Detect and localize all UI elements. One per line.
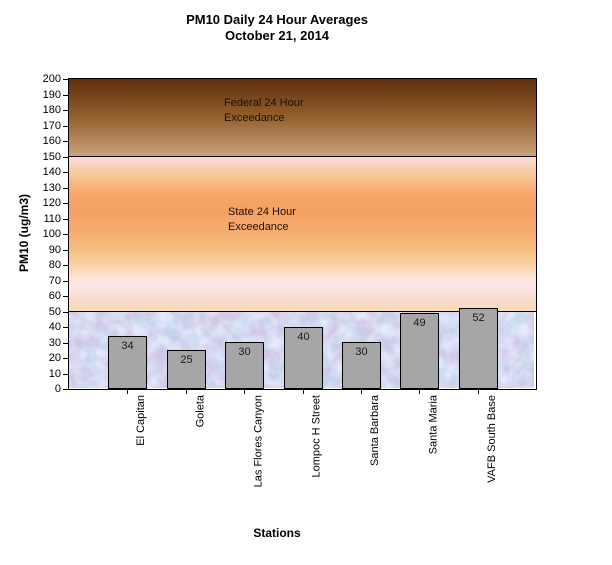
x-category-label-text: El Capitan [135,395,147,446]
y-tick-mark [63,203,68,204]
federal-exceedance-zone [69,79,536,157]
y-tick-label: 20 [48,352,61,364]
y-tick-label: 40 [48,321,61,333]
bar-value-label: 40 [297,331,310,343]
y-tick-label: 80 [48,259,61,271]
state-threshold-line [69,311,536,312]
x-tick-mark [478,390,479,394]
bar-value-label: 25 [180,354,193,366]
y-tick-label: 0 [54,383,61,395]
y-tick-mark [63,343,68,344]
y-tick-mark [63,250,68,251]
bar: 30 [342,342,381,389]
bar-value-label: 52 [472,312,485,324]
y-tick-label: 190 [42,89,61,101]
bar-value-label: 30 [238,346,251,358]
y-tick-mark [63,358,68,359]
federal-threshold-line [69,156,536,157]
y-tick-label: 30 [48,337,61,349]
y-tick-mark [63,157,68,158]
federal-annotation: Federal 24 Hour Exceedance [224,96,304,126]
y-tick-mark [63,389,68,390]
x-category-label-text: Santa Maria [427,395,439,455]
x-category-label-text: Lompoc H Street [311,395,323,478]
y-tick-label: 70 [48,275,61,287]
x-tick-mark [186,390,187,394]
x-tick-mark [127,390,128,394]
y-tick-label: 110 [43,213,61,225]
y-tick-mark [63,141,68,142]
x-axis-title: Stations [253,526,301,540]
bar: 25 [167,350,206,389]
x-tick-mark [419,390,420,394]
y-tick-mark [63,172,68,173]
state-exceedance-zone [69,157,536,312]
chart-title-line2: October 21, 2014 [224,28,330,43]
bar-value-label: 49 [413,317,426,329]
x-tick-mark [361,390,362,394]
y-tick-label: 130 [42,182,61,194]
bar-value-label: 34 [121,340,134,352]
x-category-label-text: Goleta [194,395,206,428]
y-tick-mark [63,219,68,220]
y-tick-label: 170 [42,120,61,132]
bar: 49 [400,313,439,389]
y-tick-mark [63,374,68,375]
bar: 30 [225,342,264,389]
y-tick-label: 120 [42,197,61,209]
y-tick-label: 200 [42,73,61,85]
state-annotation: State 24 Hour Exceedance [228,205,296,235]
federal-annotation-line1: Federal 24 Hour [224,97,304,109]
y-tick-mark [63,188,68,189]
y-tick-label: 140 [42,166,61,178]
state-annotation-line2: Exceedance [228,221,289,233]
y-tick-label: 100 [42,228,61,240]
bar: 34 [108,336,147,389]
x-category-label-text: VAFB South Base [486,395,498,483]
bar: 52 [459,308,498,389]
y-tick-mark [63,327,68,328]
y-tick-mark [63,281,68,282]
y-tick-mark [63,296,68,297]
y-tick-label: 180 [42,104,61,116]
bar: 40 [284,327,323,389]
y-tick-mark [63,95,68,96]
x-category-label-text: Santa Barbara [369,395,381,466]
y-tick-label: 160 [42,135,61,147]
x-tick-mark [244,390,245,394]
chart-title-line1: PM10 Daily 24 Hour Averages [186,12,368,27]
y-tick-mark [63,79,68,80]
y-tick-label: 10 [48,368,61,380]
y-tick-label: 150 [42,151,61,163]
chart-title: PM10 Daily 24 Hour Averages October 21, … [0,12,554,44]
federal-annotation-line2: Exceedance [224,112,285,124]
y-tick-label: 90 [48,244,61,256]
y-tick-label: 60 [48,290,61,302]
y-tick-label: 50 [48,306,61,318]
x-category-label-text: Las Flores Canyon [252,395,264,488]
y-tick-mark [63,126,68,127]
y-tick-mark [63,234,68,235]
y-tick-mark [63,110,68,111]
plot-area: Federal 24 Hour Exceedance State 24 Hour… [68,78,537,390]
y-tick-mark [63,265,68,266]
y-tick-mark [63,312,68,313]
x-tick-mark [303,390,304,394]
state-annotation-line1: State 24 Hour [228,206,296,218]
bar-value-label: 30 [355,346,368,358]
